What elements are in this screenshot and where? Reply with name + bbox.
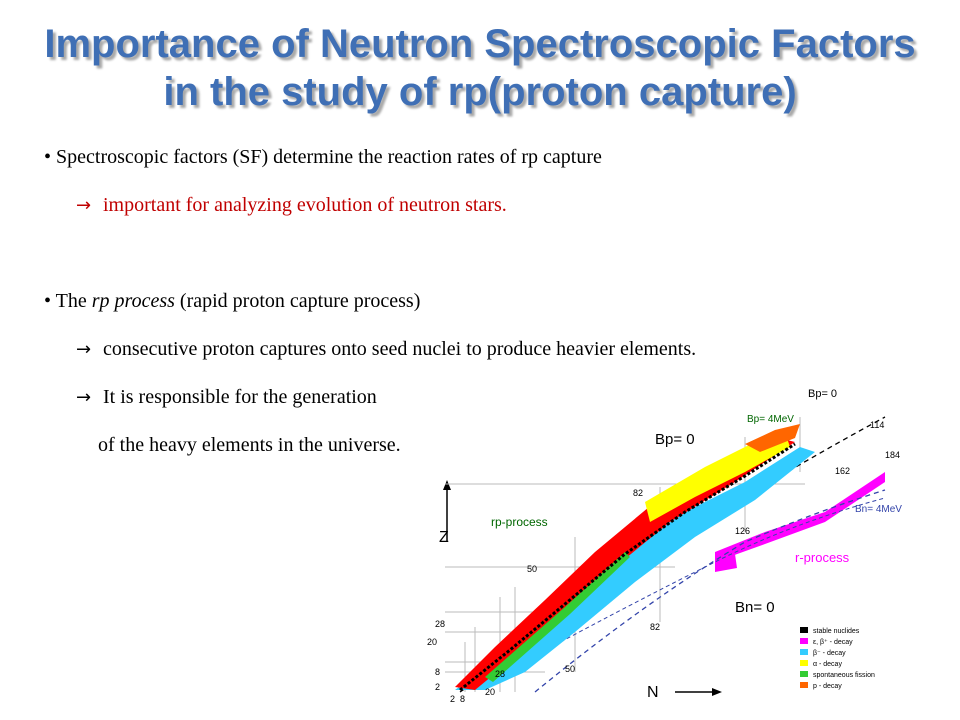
magic-z114: 114 — [870, 420, 884, 430]
legend-label: p - decay — [813, 683, 842, 690]
magic-z82: 82 — [633, 488, 643, 498]
legend-swatch — [800, 671, 808, 677]
legend-item: α - decay — [800, 660, 842, 668]
magic-n28: 28 — [495, 669, 505, 679]
magic-n82: 82 — [650, 622, 660, 632]
legend-swatch — [800, 660, 808, 666]
magic-z8: 8 — [435, 667, 440, 677]
arrow-icon: → — [76, 195, 92, 216]
magic-z20: 20 — [427, 637, 437, 647]
magic-n162: 162 — [835, 466, 850, 476]
bullet-2: • The rp process (rapid proton capture p… — [44, 290, 420, 313]
magic-n2: 2 — [450, 694, 455, 702]
legend-label: spontaneous fission — [813, 672, 875, 679]
magic-z2: 2 — [435, 682, 440, 692]
magic-n50: 50 — [565, 664, 575, 674]
rp-process-label: rp-process — [491, 515, 548, 529]
r-process-band-lower — [715, 554, 737, 572]
magic-z28: 28 — [435, 619, 445, 629]
bullet-1: • Spectroscopic factors (SF) determine t… — [44, 146, 602, 169]
bn-dripline — [534, 489, 886, 693]
stable-valley — [459, 442, 796, 692]
bullet-2-sub-3: of the heavy elements in the universe. — [98, 434, 401, 457]
legend-item: p - decay — [800, 682, 842, 690]
legend-label: ε, β⁺ - decay — [813, 639, 853, 646]
r-process-label: r-process — [795, 550, 850, 565]
legend-item: spontaneous fission — [800, 671, 875, 679]
bullet-2-sub-1-text: consecutive proton captures onto seed nu… — [103, 338, 697, 360]
legend-label: stable nuclides — [813, 628, 860, 635]
bn4-line — [504, 497, 886, 673]
legend-item: ε, β⁺ - decay — [800, 638, 853, 646]
bullet-2-sub-2: → It is responsible for the generation — [76, 386, 377, 409]
magic-numbers: 8 2 20 28 50 82 2 8 20 28 50 82 126 162 … — [427, 420, 900, 702]
title-line-2: in the study of rp(proton capture) — [163, 70, 797, 114]
bp0-top-label: Bp= 0 — [808, 388, 837, 400]
slide-title: Importance of Neutron Spectroscopic Fact… — [0, 20, 960, 116]
arrow-icon: → — [76, 339, 92, 360]
legend-swatch — [800, 627, 808, 633]
bullet-glyph: • — [44, 290, 52, 312]
bullet-glyph: • — [44, 146, 52, 168]
z-axis: Z — [439, 480, 451, 546]
r-process-band — [715, 472, 885, 562]
magic-n20: 20 — [485, 687, 495, 697]
p-decay-region — [745, 424, 800, 452]
legend-label: β⁻ - decay — [813, 650, 846, 657]
bullet-1-text: Spectroscopic factors (SF) determine the… — [56, 146, 602, 168]
bullet-2-em: rp process — [91, 290, 175, 312]
legend-item: stable nuclides — [800, 627, 860, 635]
fission-line — [485, 552, 630, 682]
legend-swatch — [800, 649, 808, 655]
n-axis-label: N — [647, 684, 659, 701]
bullet-2-pre: The — [55, 290, 92, 312]
arrow-icon: → — [76, 387, 92, 408]
magic-n8: 8 — [460, 694, 465, 702]
bullet-1-sub: → important for analyzing evolution of n… — [76, 194, 507, 217]
bullet-2-sub-3-text: of the heavy elements in the universe. — [98, 434, 401, 456]
bullet-2-sub-2-text: It is responsible for the generation — [103, 386, 377, 408]
bullet-2-post: (rapid proton capture process) — [174, 290, 421, 312]
bp4-label: Bp= 4MeV — [747, 414, 794, 425]
legend-swatch — [800, 682, 808, 688]
magic-n184: 184 — [885, 450, 900, 460]
bp0-label: Bp= 0 — [655, 431, 695, 448]
z-axis-label: Z — [439, 529, 449, 546]
bn0-label: Bn= 0 — [735, 599, 775, 616]
magic-z50: 50 — [527, 564, 537, 574]
magic-n126: 126 — [735, 526, 750, 536]
chart-legend: stable nuclides ε, β⁺ - decay β⁻ - decay… — [800, 627, 875, 690]
nuclide-chart: Z N Bp= 0 Bp= 4MeV Bp= 0 Bn= 4MeV Bn= — [427, 388, 902, 702]
legend-label: α - decay — [813, 661, 842, 668]
alpha-decay-region — [645, 432, 790, 522]
legend-item: β⁻ - decay — [800, 649, 846, 657]
title-line-1: Importance of Neutron Spectroscopic Fact… — [44, 22, 916, 66]
bn4-label: Bn= 4MeV — [855, 504, 902, 515]
bullet-2-sub-1: → consecutive proton captures onto seed … — [76, 338, 696, 361]
n-axis: N — [647, 684, 722, 701]
rp-label-bg — [489, 515, 551, 529]
bullet-1-sub-text: important for analyzing evolution of neu… — [103, 194, 507, 216]
legend-swatch — [800, 638, 808, 644]
